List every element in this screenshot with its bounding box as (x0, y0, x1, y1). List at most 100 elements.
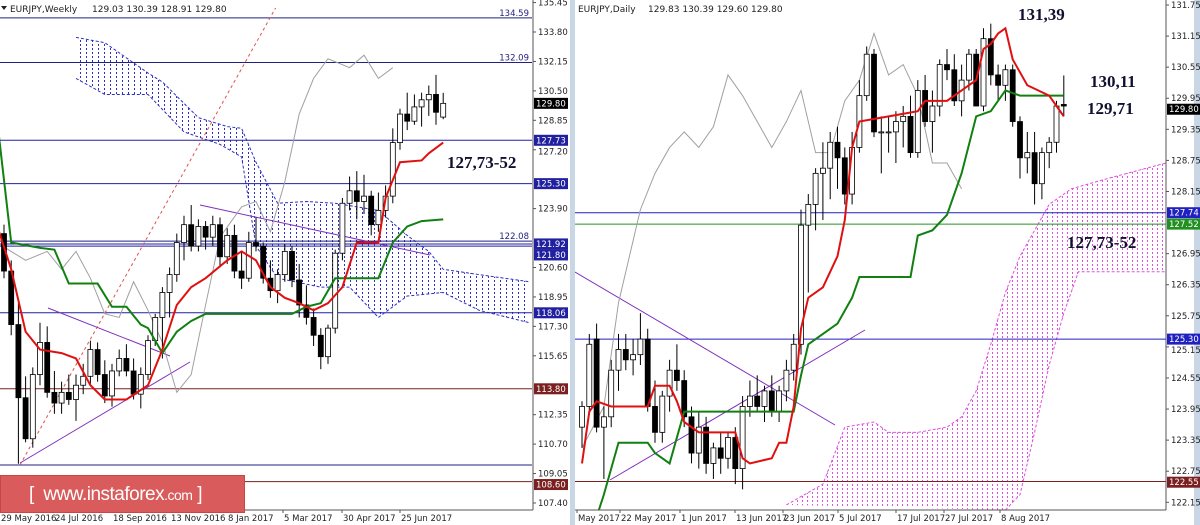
price-level-tag (534, 238, 568, 250)
candle-bullish (389, 142, 396, 197)
candle-bearish (841, 157, 848, 195)
candle-bullish (109, 370, 115, 397)
date-tick-label: 17 Jul 2017 (897, 514, 945, 524)
candle-bearish (593, 338, 600, 428)
candle-bullish (397, 113, 403, 144)
chart-menu-triangle-icon[interactable] (1, 6, 7, 10)
candle-bearish (310, 317, 317, 336)
candle-bearish (65, 391, 72, 400)
date-tick-label: 22 May 2017 (621, 514, 676, 524)
candle-bullish (166, 274, 173, 293)
instaforex-watermark: [ www.instaforex.com ] (0, 475, 245, 513)
candle-bearish (303, 304, 310, 318)
candle-bullish (1046, 141, 1053, 154)
candle-bullish (798, 224, 804, 345)
daily-annotation-high: 131,39 (1018, 5, 1065, 24)
candle-bearish (296, 279, 303, 306)
candle-bullish (73, 384, 79, 400)
watermark-bracket: [ (29, 484, 34, 505)
candle-bearish (674, 369, 680, 381)
candle-bearish (644, 338, 651, 407)
weekly-annotation-support: 127,73-52 (447, 153, 516, 172)
kijun-sen-line (0, 136, 444, 356)
candle-bullish (116, 358, 123, 372)
candle-bearish (94, 349, 101, 375)
level-line-label: 134.59 (499, 9, 529, 19)
current-price-tag (534, 97, 568, 109)
price-tick-label: 122.15 (1171, 498, 1200, 508)
date-tick-label: 29 May 2016 (1, 514, 56, 524)
candle-bullish (820, 167, 826, 174)
date-tick-label: 13 Jun 2017 (736, 514, 787, 524)
candle-bearish (231, 234, 238, 272)
plot-area (575, 23, 1166, 510)
price-tick-label: 123.35 (1171, 436, 1200, 446)
candle-bearish (101, 374, 108, 397)
price-tick-label: 123.90 (538, 205, 568, 215)
candle-bullish (375, 209, 382, 226)
candle-bullish (87, 349, 94, 377)
price-level-tag (1167, 476, 1200, 488)
candle-bullish (1002, 69, 1009, 86)
candle-bearish (217, 224, 223, 258)
date-tick-label: 30 Apr 2017 (343, 514, 396, 524)
price-level-tag (534, 479, 568, 491)
candle-bullish (145, 340, 151, 375)
candle-bearish (622, 349, 629, 361)
date-tick-label: 8 Aug 2017 (1001, 514, 1050, 524)
candle-bearish (433, 94, 439, 113)
candle-bearish (260, 245, 267, 279)
tenkan-sen-line (0, 141, 444, 401)
price-tick-label: 128.75 (1171, 156, 1200, 166)
candle-bearish (289, 251, 295, 281)
candle-bullish (601, 416, 607, 428)
candle-bullish (615, 349, 622, 371)
price-level-tag (534, 249, 568, 261)
date-tick-label: 1 Jun 2017 (681, 514, 727, 524)
candle-bullish (666, 369, 673, 397)
watermark-tld: .com (164, 487, 193, 503)
candle-bearish (202, 226, 209, 238)
current-price-tag (1167, 103, 1200, 115)
price-tick-label: 129.95 (1171, 94, 1200, 104)
candle-bearish (871, 53, 877, 133)
weekly-ohlc-header: 129.03 130.39 128.91 129.80 (92, 5, 227, 15)
price-level-tag-label: 125.30 (536, 180, 566, 190)
candle-bearish (253, 242, 259, 247)
price-level-tag (534, 178, 568, 190)
candle-bullish (181, 224, 187, 243)
price-level-tag-label: 125.30 (1169, 335, 1199, 345)
candle-bullish (80, 375, 87, 386)
candle-bullish (805, 204, 812, 226)
senkou-span-b-line (1005, 271, 1166, 510)
price-tick-label: 125.15 (1171, 346, 1200, 356)
candle-bullish (37, 342, 43, 375)
candle-bearish (717, 447, 724, 459)
price-tick-label: 112.35 (538, 411, 568, 421)
candle-bearish (703, 426, 709, 464)
daily-symbol-title: EURJPY,Daily (578, 5, 636, 15)
panel-divider[interactable] (570, 0, 575, 525)
trend-line (19, 8, 277, 466)
candle-bullish (739, 406, 746, 470)
candle-bearish (123, 358, 130, 372)
level-line-label: 132.09 (499, 54, 529, 64)
level-line-label: 122.08 (499, 232, 529, 242)
candle-bullish (710, 447, 717, 464)
daily-annotation-lower: 129,71 (1087, 99, 1134, 118)
candle-bullish (790, 343, 797, 371)
weekly-chart: 134.59 132.09 122.08 135.45 133.80 132.15 130.… (0, 0, 568, 524)
price-tick-label: 131.15 (1171, 32, 1200, 42)
candle-bullish (966, 53, 972, 81)
date-tick-label: 8 Jan 2017 (228, 514, 274, 524)
price-level-tag-label: 122.55 (1169, 478, 1199, 488)
candle-bullish (637, 338, 644, 356)
price-level-tag-label: 121.92 (536, 240, 566, 250)
right-scrollbar[interactable] (1194, 0, 1200, 525)
candle-bullish (630, 354, 636, 361)
candle-bullish (827, 141, 834, 169)
candle-bearish (44, 342, 51, 393)
price-tick-label: 135.45 (538, 0, 568, 9)
kijun-sen-line (597, 89, 1064, 510)
